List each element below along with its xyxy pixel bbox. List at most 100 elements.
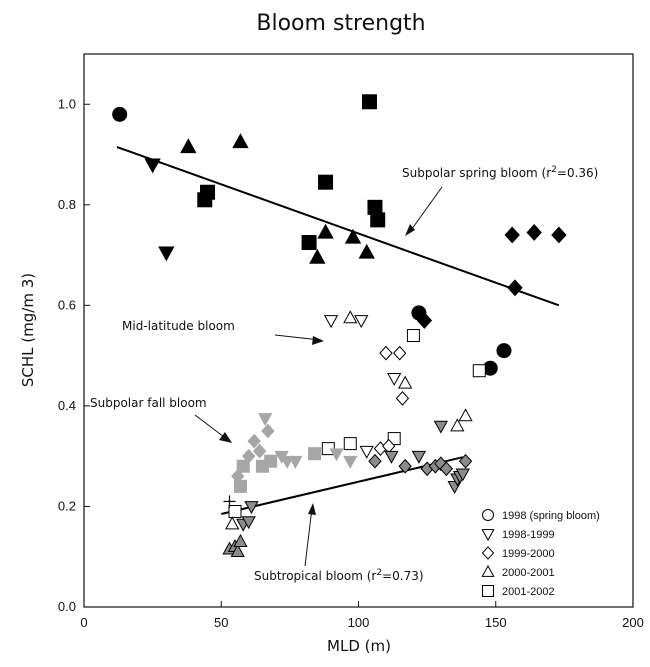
data-point-spring <box>318 174 334 190</box>
data-point-spring <box>496 343 512 359</box>
data-point-midlat <box>343 310 358 324</box>
data-point-spring <box>301 235 317 251</box>
legend-label: 2000-2001 <box>502 567 555 579</box>
data-point-midlat <box>387 372 402 386</box>
data-point-fall <box>233 479 247 493</box>
data-point-subtropical <box>384 450 399 464</box>
legend-label: 1998 (spring bloom) <box>502 510 600 522</box>
data-point-subtropical <box>368 453 382 469</box>
data-point-midlat <box>392 345 407 361</box>
data-point-fall <box>343 455 358 469</box>
data-point-subtropical <box>230 544 245 557</box>
data-point-spring <box>144 158 161 174</box>
data-point-fall <box>247 433 261 449</box>
legend-label: 1998-1999 <box>502 529 555 541</box>
annotation-spring-text: Subpolar spring bloom (r <box>402 166 551 180</box>
data-point-midlat <box>354 315 369 329</box>
data-point-spring <box>416 312 433 329</box>
data-point-subtropical <box>244 501 259 515</box>
annotation-spring-arrow <box>408 186 443 234</box>
y-tick-label: 0.0 <box>58 599 76 614</box>
data-point-fall <box>264 454 278 468</box>
data-point-spring <box>504 226 520 244</box>
annotation-subtropical-arrow <box>304 507 313 567</box>
data-point-spring <box>344 228 362 244</box>
x-tick-label: 50 <box>214 615 228 630</box>
data-point-spring <box>200 184 216 200</box>
annotation-subtropical-tail: =0.73) <box>382 569 423 583</box>
data-point-fall <box>236 459 250 473</box>
legend-marker-square <box>482 585 494 597</box>
annotation-midlat-arrow <box>274 334 321 341</box>
legend-marker-diamond <box>481 546 495 560</box>
x-tick-label: 200 <box>622 615 644 630</box>
annotation-spring: Subpolar spring bloom (r2=0.36) <box>402 165 598 236</box>
y-tick-label: 0.6 <box>58 297 76 312</box>
data-point-midlat <box>450 418 465 432</box>
data-point-subtropical <box>398 458 412 474</box>
svg-text:Subpolar spring bloom (r2=0.36: Subpolar spring bloom (r2=0.36) <box>402 165 598 180</box>
data-point-plus <box>223 495 236 508</box>
annotation-spring-sup: 2 <box>551 165 557 175</box>
data-point-spring <box>526 224 542 241</box>
legend-label: 1999-2000 <box>502 548 555 560</box>
data-point-spring <box>367 199 383 215</box>
annotation-midlat-text: Mid-latitude bloom <box>122 319 235 333</box>
data-point-midlat <box>395 391 410 406</box>
y-axis-label: SCHL (mg/m 3) <box>19 273 37 387</box>
data-point-spring <box>370 212 386 228</box>
data-point-spring <box>507 279 523 297</box>
annotation-spring-arrowhead <box>405 224 415 236</box>
data-point-spring <box>180 138 197 154</box>
legend-label: 2001-2002 <box>502 586 555 598</box>
data-point-midlat <box>472 364 486 378</box>
data-point-midlat <box>225 516 240 530</box>
data-point-subtropical <box>411 450 427 464</box>
x-tick-label: 150 <box>485 615 507 630</box>
data-points <box>112 94 567 557</box>
legend: 1998 (spring bloom) 1998-1999 1999-2000 200… <box>481 509 600 598</box>
legend-marker-triangle-up <box>481 564 495 577</box>
data-point-subtropical <box>241 516 256 530</box>
annotation-subtropical-arrowhead <box>308 503 316 515</box>
data-point-midlat <box>228 504 242 518</box>
x-tick-label: 0 <box>80 615 87 630</box>
data-point-spring <box>158 246 175 262</box>
data-point-subtropical <box>439 461 454 477</box>
data-point-midlat <box>458 408 473 422</box>
data-point-spring <box>309 248 326 264</box>
legend-marker-circle <box>482 509 494 521</box>
annotation-midlat: Mid-latitude bloom <box>122 319 324 345</box>
data-point-subtropical <box>233 534 248 547</box>
legend-marker-triangle-down <box>481 529 495 542</box>
y-tick-label: 0.2 <box>58 498 76 513</box>
data-point-midlat <box>359 445 374 459</box>
y-tick-label: 0.4 <box>58 398 76 413</box>
annotation-subtropical-text: Subtropical bloom (r <box>254 569 376 583</box>
regression-line <box>116 146 560 307</box>
data-point-spring <box>551 226 567 244</box>
y-tick-label: 0.8 <box>58 197 76 212</box>
annotation-fall: Subpolar fall bloom <box>90 396 232 443</box>
data-point-subtropical <box>433 420 448 434</box>
data-point-fall <box>288 455 303 469</box>
data-point-fall <box>258 413 273 427</box>
svg-text:Subtropical bloom (r2=0.73): Subtropical bloom (r2=0.73) <box>254 568 424 583</box>
data-point-spring <box>112 106 128 122</box>
data-point-fall <box>253 443 267 459</box>
data-point-midlat <box>379 345 393 361</box>
y-tick-label: 1.0 <box>58 96 76 111</box>
y-axis: 0.0 0.2 0.4 0.6 0.8 1.0 <box>58 96 90 614</box>
data-point-fall <box>329 448 344 462</box>
data-point-spring <box>232 133 249 149</box>
annotation-spring-tail: =0.36) <box>557 166 598 180</box>
data-point-midlat <box>406 329 420 343</box>
annotation-subtropical: Subtropical bloom (r2=0.73) <box>254 503 424 583</box>
annotation-fall-text: Subpolar fall bloom <box>90 396 207 410</box>
chart-title: Bloom strength <box>256 11 425 36</box>
x-axis-label: MLD (m) <box>327 637 391 655</box>
data-point-subtropical <box>458 453 473 469</box>
data-point-spring <box>317 223 334 239</box>
annotation-midlat-arrowhead <box>312 336 324 345</box>
